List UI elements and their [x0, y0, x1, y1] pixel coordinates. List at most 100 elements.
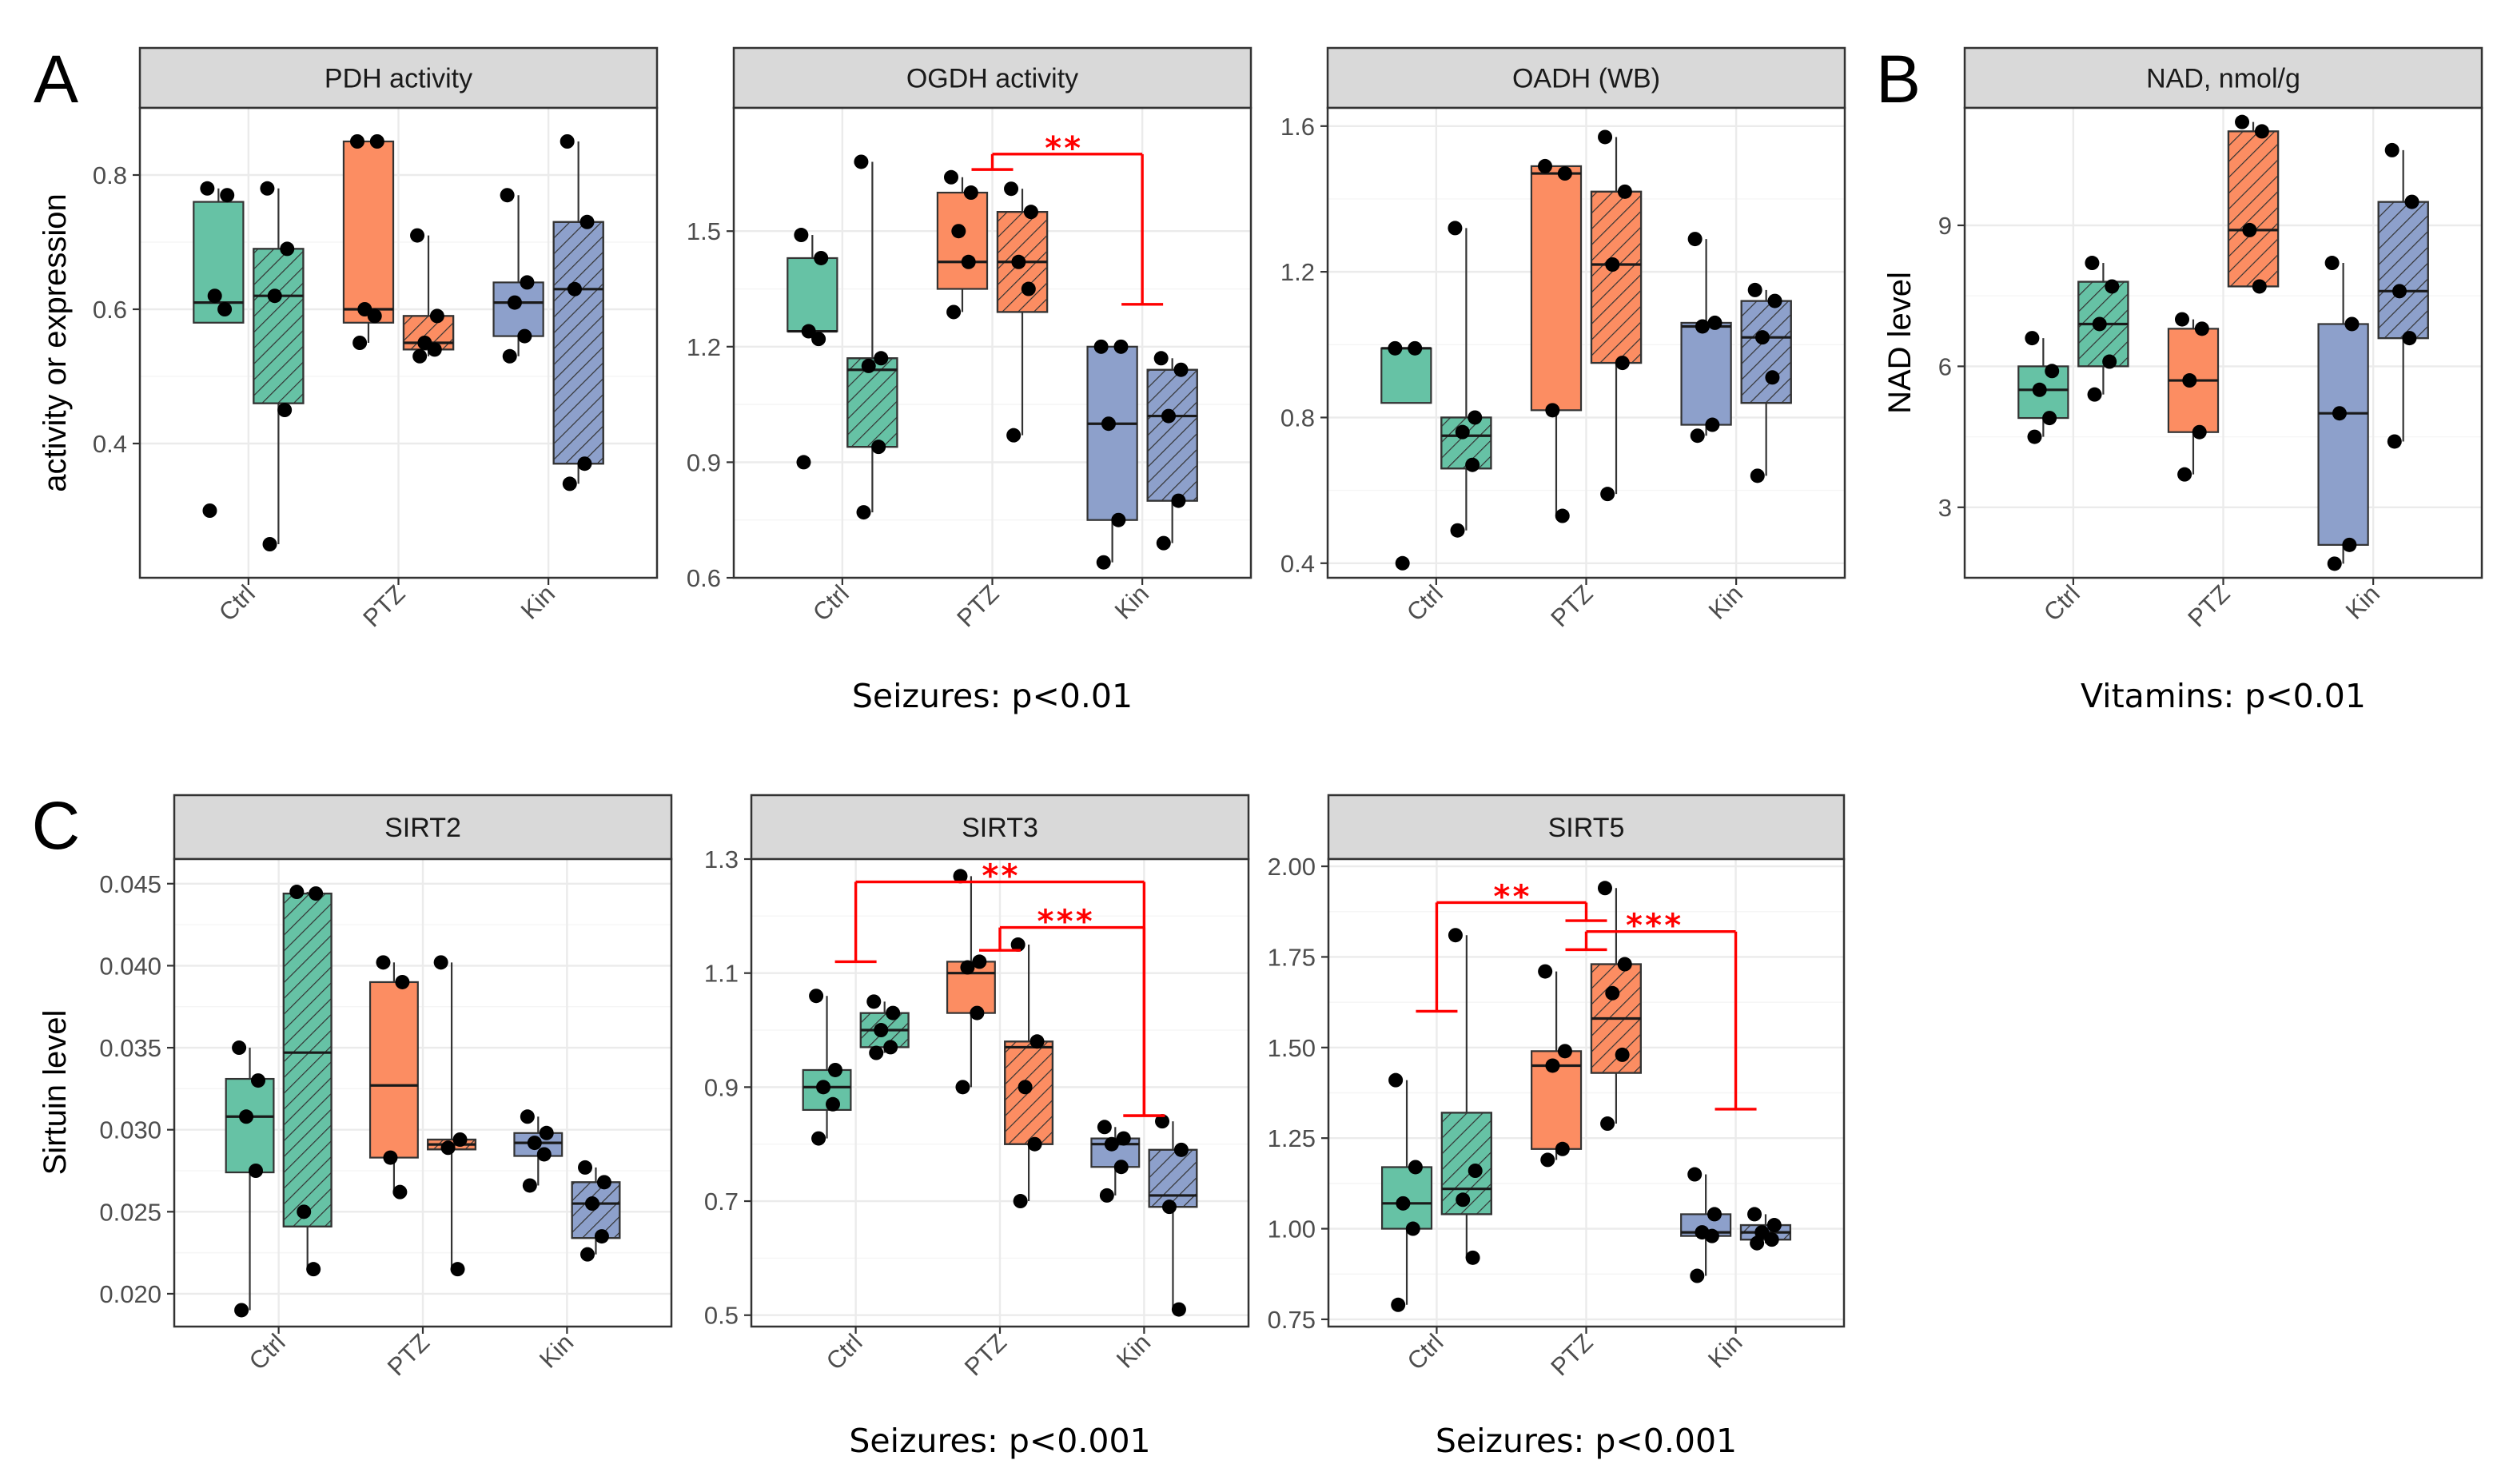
- box-hatch-overlay: [2227, 130, 2280, 288]
- data-point: [579, 214, 595, 229]
- box-hatched: [846, 154, 898, 520]
- data-point: [280, 241, 295, 257]
- significance-stars: ***: [1036, 904, 1093, 941]
- significance-stars: **: [1044, 130, 1082, 167]
- data-point: [369, 134, 384, 149]
- box-hatched: [1590, 129, 1643, 502]
- data-point: [383, 1150, 398, 1165]
- group-ptz: [368, 955, 477, 1277]
- data-point: [1750, 1235, 1765, 1251]
- x-tick-label: Ctrl: [213, 579, 261, 627]
- significance-bracket: ***: [979, 904, 1165, 1117]
- data-point: [1617, 957, 1632, 972]
- box-iqr: [225, 1077, 275, 1174]
- data-point: [500, 188, 515, 203]
- data-point: [801, 324, 816, 339]
- panel-nad-nmol-g: NAD, nmol/g 3 6 9 Ctrl PTZ Kin Vitamins: p<0.01: [1938, 46, 2483, 715]
- data-point: [522, 1178, 537, 1193]
- data-point: [2027, 429, 2042, 444]
- group-ctrl: [787, 154, 898, 520]
- group-ctrl: [2017, 256, 2129, 444]
- box-iqr: [1530, 165, 1583, 412]
- box-hatch-overlay: [846, 357, 898, 448]
- data-point: [1010, 937, 1026, 953]
- box-iqr: [1680, 321, 1732, 426]
- box-hatch-overlay: [552, 221, 604, 465]
- data-point: [2102, 354, 2117, 369]
- data-point: [816, 1080, 831, 1095]
- data-point: [376, 955, 391, 970]
- group-ctrl: [802, 989, 910, 1146]
- x-tick-label: Ctrl: [2038, 579, 2085, 627]
- group-ptz: [936, 169, 1049, 443]
- x-tick-label: Ctrl: [807, 579, 854, 627]
- data-point: [2384, 142, 2400, 157]
- data-point: [1396, 1196, 1411, 1211]
- data-point: [1615, 356, 1630, 371]
- box-solid: [513, 1109, 564, 1193]
- data-point: [1388, 1072, 1404, 1088]
- data-point: [856, 505, 871, 520]
- data-point: [1468, 1164, 1483, 1178]
- data-point: [250, 1073, 265, 1088]
- x-tick-label: Kin: [1109, 579, 1154, 624]
- significance-stars: **: [981, 858, 1019, 895]
- data-point: [2402, 331, 2417, 346]
- y-axis-label: activity or expression: [38, 193, 73, 491]
- data-point: [450, 1262, 465, 1277]
- data-point: [1747, 282, 1762, 297]
- box-hatch-overlay: [253, 248, 305, 404]
- data-point: [2177, 467, 2192, 482]
- x-tick-label: Ctrl: [821, 1328, 868, 1375]
- data-point: [794, 228, 809, 243]
- data-point: [1027, 1136, 1042, 1152]
- box-solid: [2317, 256, 2369, 571]
- data-point: [1456, 1192, 1471, 1207]
- data-point: [972, 954, 987, 969]
- data-point: [2174, 312, 2189, 327]
- box-solid: [2017, 331, 2069, 444]
- data-point: [596, 1175, 611, 1190]
- box-solid: [1680, 232, 1732, 444]
- data-point: [861, 358, 876, 373]
- data-point: [1707, 315, 1722, 330]
- box-hatched: [1148, 1114, 1198, 1317]
- y-tick-label: 1.00: [1268, 1215, 1316, 1243]
- data-point: [427, 342, 442, 357]
- data-point: [239, 1109, 254, 1124]
- data-point: [440, 1140, 456, 1156]
- data-point: [1767, 293, 1782, 308]
- significance-stars: ***: [1625, 908, 1683, 945]
- data-point: [1468, 410, 1483, 425]
- data-point: [367, 308, 382, 324]
- box-hatched: [2377, 142, 2429, 449]
- data-point: [306, 1262, 321, 1277]
- data-point: [267, 288, 282, 304]
- group-kin: [513, 1109, 621, 1262]
- data-point: [502, 348, 517, 364]
- data-point: [429, 308, 444, 324]
- data-point: [220, 188, 235, 203]
- box-hatch-overlay: [1148, 1148, 1198, 1208]
- data-point: [232, 1040, 247, 1056]
- data-point: [1408, 1160, 1423, 1175]
- box-hatched: [859, 994, 910, 1060]
- group-kin: [1090, 1114, 1198, 1317]
- data-point: [1173, 362, 1189, 377]
- data-point: [2085, 256, 2100, 271]
- y-tick-label: 0.4: [1280, 550, 1315, 578]
- data-point: [1161, 408, 1176, 424]
- box-hatched: [1590, 881, 1642, 1132]
- data-point: [1545, 1058, 1560, 1073]
- group-ptz: [946, 869, 1054, 1209]
- group-ptz: [2167, 114, 2280, 482]
- data-point: [1455, 424, 1470, 440]
- data-point: [2342, 537, 2357, 552]
- data-point: [1465, 457, 1480, 472]
- y-tick-label: 0.030: [99, 1116, 161, 1144]
- box-hatch-overlay: [1146, 368, 1198, 502]
- box-hatched: [2077, 256, 2129, 402]
- box-hatch-overlay: [1440, 416, 1492, 470]
